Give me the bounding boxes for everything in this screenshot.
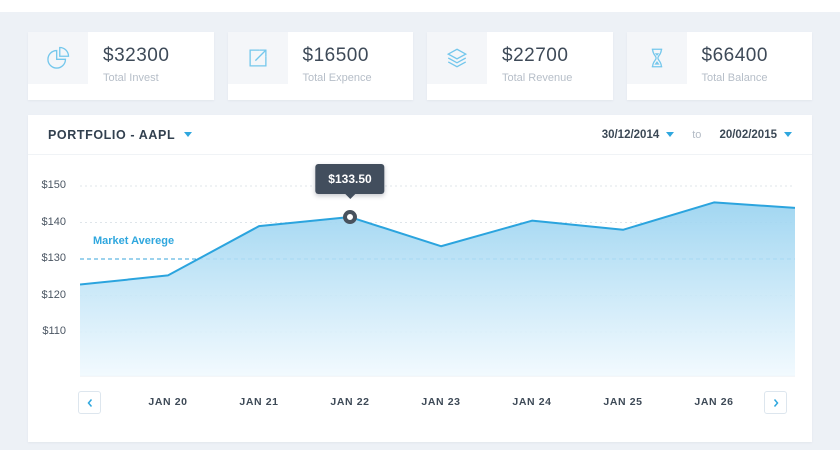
date-from-select[interactable]: 30/12/2014 (602, 129, 675, 141)
dashboard-section: $32300 Total Invest $16500 Total Expence (0, 12, 840, 450)
y-axis-tick: $150 (41, 179, 66, 191)
expand-icon (227, 32, 288, 84)
stat-label: Total Revenue (502, 72, 573, 84)
portfolio-card: PORTFOLIO - AAPL 30/12/2014 to 20/02/201… (28, 115, 812, 442)
area-chart (80, 185, 795, 377)
date-separator: to (692, 128, 702, 141)
chevron-down-icon (784, 132, 792, 137)
y-axis-tick: $130 (41, 252, 66, 264)
layers-icon (427, 32, 487, 84)
chart-next-button[interactable] (764, 391, 787, 414)
stat-value: $16500 (302, 45, 369, 66)
portfolio-header: PORTFOLIO - AAPL 30/12/2014 to 20/02/201… (28, 115, 812, 155)
x-axis-tick: JAN 20 (148, 396, 188, 408)
x-axis-tick: JAN 25 (603, 396, 643, 408)
date-to-select[interactable]: 20/02/2015 (719, 129, 792, 141)
pie-chart-icon (28, 32, 88, 84)
date-from-value: 30/12/2014 (601, 128, 660, 141)
stat-label: Total Balance (701, 72, 768, 84)
tooltip-value: $133.50 (328, 172, 372, 186)
stat-label: Total Invest (103, 72, 159, 84)
portfolio-select[interactable]: PORTFOLIO - AAPL (48, 127, 193, 142)
stat-label: Total Expence (302, 72, 372, 84)
stat-card-total-balance: $66400 Total Balance (626, 32, 812, 100)
x-axis-tick: JAN 26 (694, 396, 734, 408)
stat-text: $66400 Total Balance (687, 32, 768, 100)
chevron-right-icon (773, 398, 778, 407)
y-axis-tick: $120 (41, 288, 66, 301)
x-axis-tick: JAN 22 (330, 396, 370, 408)
stat-text: $22700 Total Revenue (487, 32, 572, 100)
date-to-value: 20/02/2015 (719, 128, 777, 141)
x-axis: JAN 20 JAN 21 JAN 22 JAN 23 JAN 24 JAN 25 JAN … (80, 396, 795, 410)
highlighted-point[interactable] (343, 210, 357, 225)
stats-row: $32300 Total Invest $16500 Total Expence (28, 32, 812, 100)
portfolio-title: PORTFOLIO - AAPL (48, 127, 176, 142)
chevron-down-icon (666, 132, 675, 137)
hourglass-icon (626, 32, 687, 84)
stat-card-total-invest: $32300 Total Invest (28, 32, 214, 100)
market-average-label: Market Averege (93, 235, 175, 247)
stat-card-total-expence: $16500 Total Expence (227, 32, 413, 100)
chart-area: $150 $140 $130 $120 $110 Market Averege $133… (28, 155, 812, 441)
x-axis-tick: JAN 21 (239, 396, 279, 408)
y-axis-tick: $110 (42, 325, 66, 337)
chevron-left-icon (87, 398, 92, 407)
date-range: 30/12/2014 to 20/02/2015 (602, 129, 792, 141)
stat-card-total-revenue: $22700 Total Revenue (427, 32, 613, 100)
chart-tooltip: $133.50 (315, 164, 385, 199)
y-axis-tick: $140 (41, 215, 66, 228)
stat-text: $16500 Total Expence (288, 32, 372, 100)
chart-prev-button[interactable] (78, 391, 101, 414)
x-axis-tick: JAN 24 (512, 396, 552, 408)
stat-value: $66400 (701, 45, 768, 66)
stat-value: $32300 (103, 45, 170, 66)
stat-text: $32300 Total Invest (88, 32, 169, 100)
x-axis-tick: JAN 23 (421, 396, 461, 408)
stat-value: $22700 (502, 45, 569, 66)
chevron-down-icon (184, 132, 193, 137)
